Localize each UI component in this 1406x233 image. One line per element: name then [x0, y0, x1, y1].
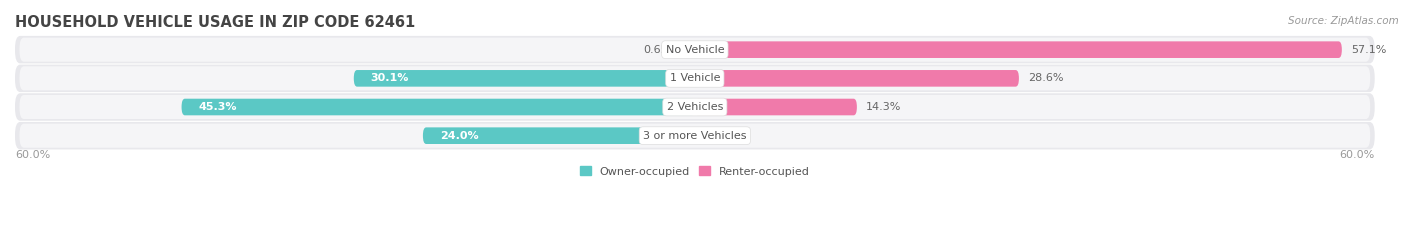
Text: 57.1%: 57.1% [1351, 45, 1386, 55]
Text: 30.1%: 30.1% [371, 73, 409, 83]
Text: 1 Vehicle: 1 Vehicle [669, 73, 720, 83]
FancyBboxPatch shape [15, 122, 1375, 149]
FancyBboxPatch shape [423, 127, 695, 144]
FancyBboxPatch shape [20, 66, 1371, 90]
FancyBboxPatch shape [20, 38, 1371, 62]
FancyBboxPatch shape [354, 70, 695, 87]
Text: No Vehicle: No Vehicle [665, 45, 724, 55]
FancyBboxPatch shape [695, 99, 856, 115]
Text: 45.3%: 45.3% [198, 102, 238, 112]
Text: 3 or more Vehicles: 3 or more Vehicles [643, 131, 747, 141]
FancyBboxPatch shape [695, 70, 1019, 87]
FancyBboxPatch shape [20, 95, 1371, 119]
FancyBboxPatch shape [15, 93, 1375, 121]
Text: 60.0%: 60.0% [1340, 150, 1375, 160]
FancyBboxPatch shape [15, 65, 1375, 92]
FancyBboxPatch shape [15, 36, 1375, 63]
FancyBboxPatch shape [688, 41, 695, 58]
Text: Source: ZipAtlas.com: Source: ZipAtlas.com [1288, 16, 1399, 26]
Text: HOUSEHOLD VEHICLE USAGE IN ZIP CODE 62461: HOUSEHOLD VEHICLE USAGE IN ZIP CODE 6246… [15, 15, 415, 30]
FancyBboxPatch shape [20, 124, 1371, 148]
Legend: Owner-occupied, Renter-occupied: Owner-occupied, Renter-occupied [579, 166, 810, 177]
Text: 28.6%: 28.6% [1028, 73, 1063, 83]
FancyBboxPatch shape [695, 41, 1341, 58]
Text: 60.0%: 60.0% [15, 150, 51, 160]
Text: 2 Vehicles: 2 Vehicles [666, 102, 723, 112]
Text: 24.0%: 24.0% [440, 131, 478, 141]
Text: 14.3%: 14.3% [866, 102, 901, 112]
Text: 0.65%: 0.65% [643, 45, 679, 55]
Text: 0.0%: 0.0% [704, 131, 733, 141]
FancyBboxPatch shape [181, 99, 695, 115]
